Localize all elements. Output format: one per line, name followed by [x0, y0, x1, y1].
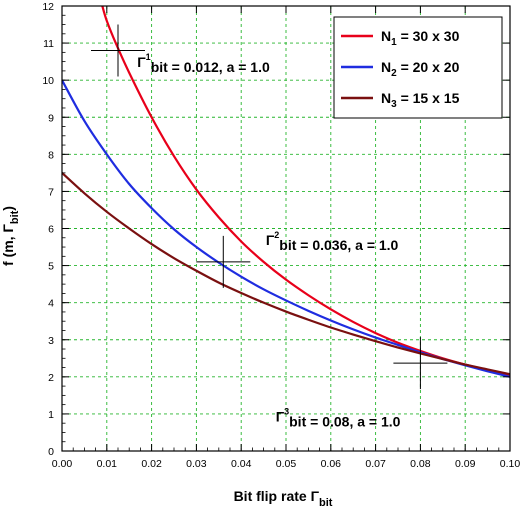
x-tick-label: 0.00	[52, 458, 73, 470]
y-tick-label: 7	[48, 186, 54, 198]
series-layer	[62, 6, 510, 378]
annotation-1: Γ1bit = 0.012, a = 1.0	[137, 52, 270, 75]
marker-layer	[91, 24, 448, 390]
x-tick-label: 0.03	[186, 458, 207, 470]
y-tick-label: 6	[48, 224, 54, 236]
y-tick-label: 5	[48, 261, 54, 273]
x-tick-label: 0.02	[141, 458, 162, 470]
legend-label-1: N1 = 30 x 30	[381, 28, 460, 48]
axis-ticks: 0.00 0.01 0.02 0.03 0.04 0.05 0.06 0.07 0.08 0.09…	[42, 1, 520, 470]
x-tick-label: 0.10	[500, 458, 521, 470]
y-tick-label: 11	[43, 38, 54, 50]
x-tick-label: 0.07	[365, 458, 386, 470]
y-tick-label: 3	[48, 335, 54, 347]
x-tick-label: 0.08	[410, 458, 431, 470]
y-tick-label: 2	[48, 372, 54, 384]
y-tick-label: 9	[48, 112, 54, 124]
y-tick-label: 12	[42, 1, 54, 13]
annotation-layer: Γ1bit = 0.012, a = 1.0 Γ2bit = 0.036, a =…	[137, 52, 400, 429]
y-tick-label: 4	[48, 298, 54, 310]
x-tick-label: 0.01	[97, 458, 118, 470]
legend: N1 = 30 x 30 N2 = 20 x 20 N3 = 15 x 15	[333, 16, 503, 119]
y-axis-label: f (m, Γbit)	[0, 206, 21, 266]
x-axis-label: Bit flip rate Γbit	[234, 488, 333, 509]
legend-label-3: N3 = 15 x 15	[381, 90, 460, 110]
y-tick-label: 10	[42, 75, 54, 87]
series-line-3	[62, 172, 510, 376]
annotation-2: Γ2bit = 0.036, a = 1.0	[266, 230, 399, 253]
y-tick-label: 1	[48, 409, 54, 421]
legend-label-2: N2 = 20 x 20	[381, 59, 460, 79]
x-tick-label: 0.04	[231, 458, 252, 470]
x-tick-label: 0.09	[455, 458, 476, 470]
y-tick-label: 8	[48, 149, 54, 161]
x-tick-label: 0.05	[276, 458, 297, 470]
y-tick-label: 0	[48, 446, 54, 458]
x-tick-label: 0.06	[321, 458, 342, 470]
annotation-3: Γ3bit = 0.08, a = 1.0	[276, 406, 401, 429]
